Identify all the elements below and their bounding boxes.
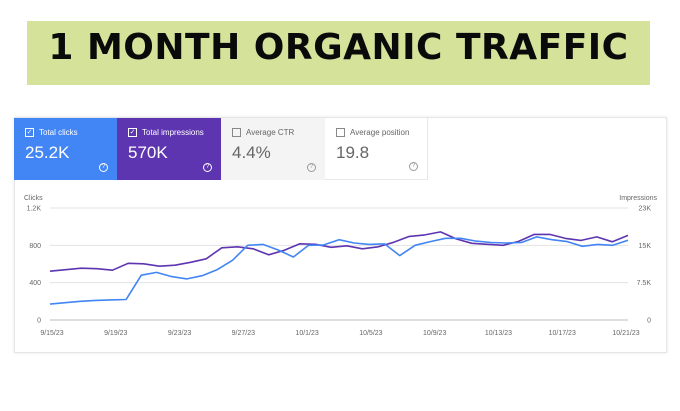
checkbox-checked-icon[interactable]: ✓ (25, 128, 34, 137)
series-line-impressions (49, 231, 629, 272)
x-tick-label: 10/17/23 (549, 330, 576, 337)
metric-total-clicks[interactable]: ✓ Total clicks 25.2K ? (14, 118, 117, 180)
right-tick-label: 0 (647, 318, 651, 325)
checkbox-unchecked-icon[interactable] (336, 128, 345, 137)
x-tick-label: 10/1/23 (295, 330, 318, 337)
left-tick-label: 0 (37, 318, 41, 325)
right-tick-label: 15K (639, 243, 652, 250)
x-tick-label: 9/19/23 (104, 330, 127, 337)
metric-label: Total clicks (39, 128, 78, 137)
metric-label: Total impressions (142, 128, 204, 137)
left-tick-label: 800 (29, 243, 41, 250)
title-banner: 1 MONTH ORGANIC TRAFFIC (27, 21, 650, 85)
x-tick-label: 9/23/23 (168, 330, 191, 337)
metric-average-position[interactable]: Average position 19.8 ? (325, 118, 428, 180)
x-tick-label: 10/5/23 (359, 330, 382, 337)
metric-total-impressions[interactable]: ✓ Total impressions 570K ? (117, 118, 221, 180)
x-tick-label: 10/9/23 (423, 330, 446, 337)
right-axis-title: Impressions (619, 195, 657, 202)
metric-label: Average position (350, 128, 410, 137)
help-icon[interactable]: ? (203, 163, 212, 172)
help-icon[interactable]: ? (99, 163, 108, 172)
x-tick-label: 9/27/23 (232, 330, 255, 337)
x-tick-label: 9/15/23 (40, 330, 63, 337)
checkbox-checked-icon[interactable]: ✓ (128, 128, 137, 137)
metric-average-ctr[interactable]: Average CTR 4.4% ? (221, 118, 325, 180)
metric-value: 25.2K (25, 143, 70, 162)
checkbox-unchecked-icon[interactable] (232, 128, 241, 137)
help-icon[interactable]: ? (409, 162, 418, 171)
series-line-clicks (49, 236, 629, 305)
left-axis-title: Clicks (24, 195, 43, 202)
left-tick-label: 1.2K (27, 206, 42, 213)
metric-value: 19.8 (336, 143, 370, 162)
help-icon[interactable]: ? (307, 163, 316, 172)
metric-value: 570K (128, 143, 168, 162)
banner-title: 1 MONTH ORGANIC TRAFFIC (48, 27, 629, 68)
x-tick-label: 10/13/23 (485, 330, 512, 337)
right-tick-label: 7.5K (637, 280, 652, 287)
metric-label: Average CTR (246, 128, 295, 137)
x-tick-label: 10/21/23 (612, 330, 639, 337)
left-tick-label: 400 (29, 280, 41, 287)
right-tick-label: 23K (639, 206, 652, 213)
metric-value: 4.4% (232, 143, 271, 162)
